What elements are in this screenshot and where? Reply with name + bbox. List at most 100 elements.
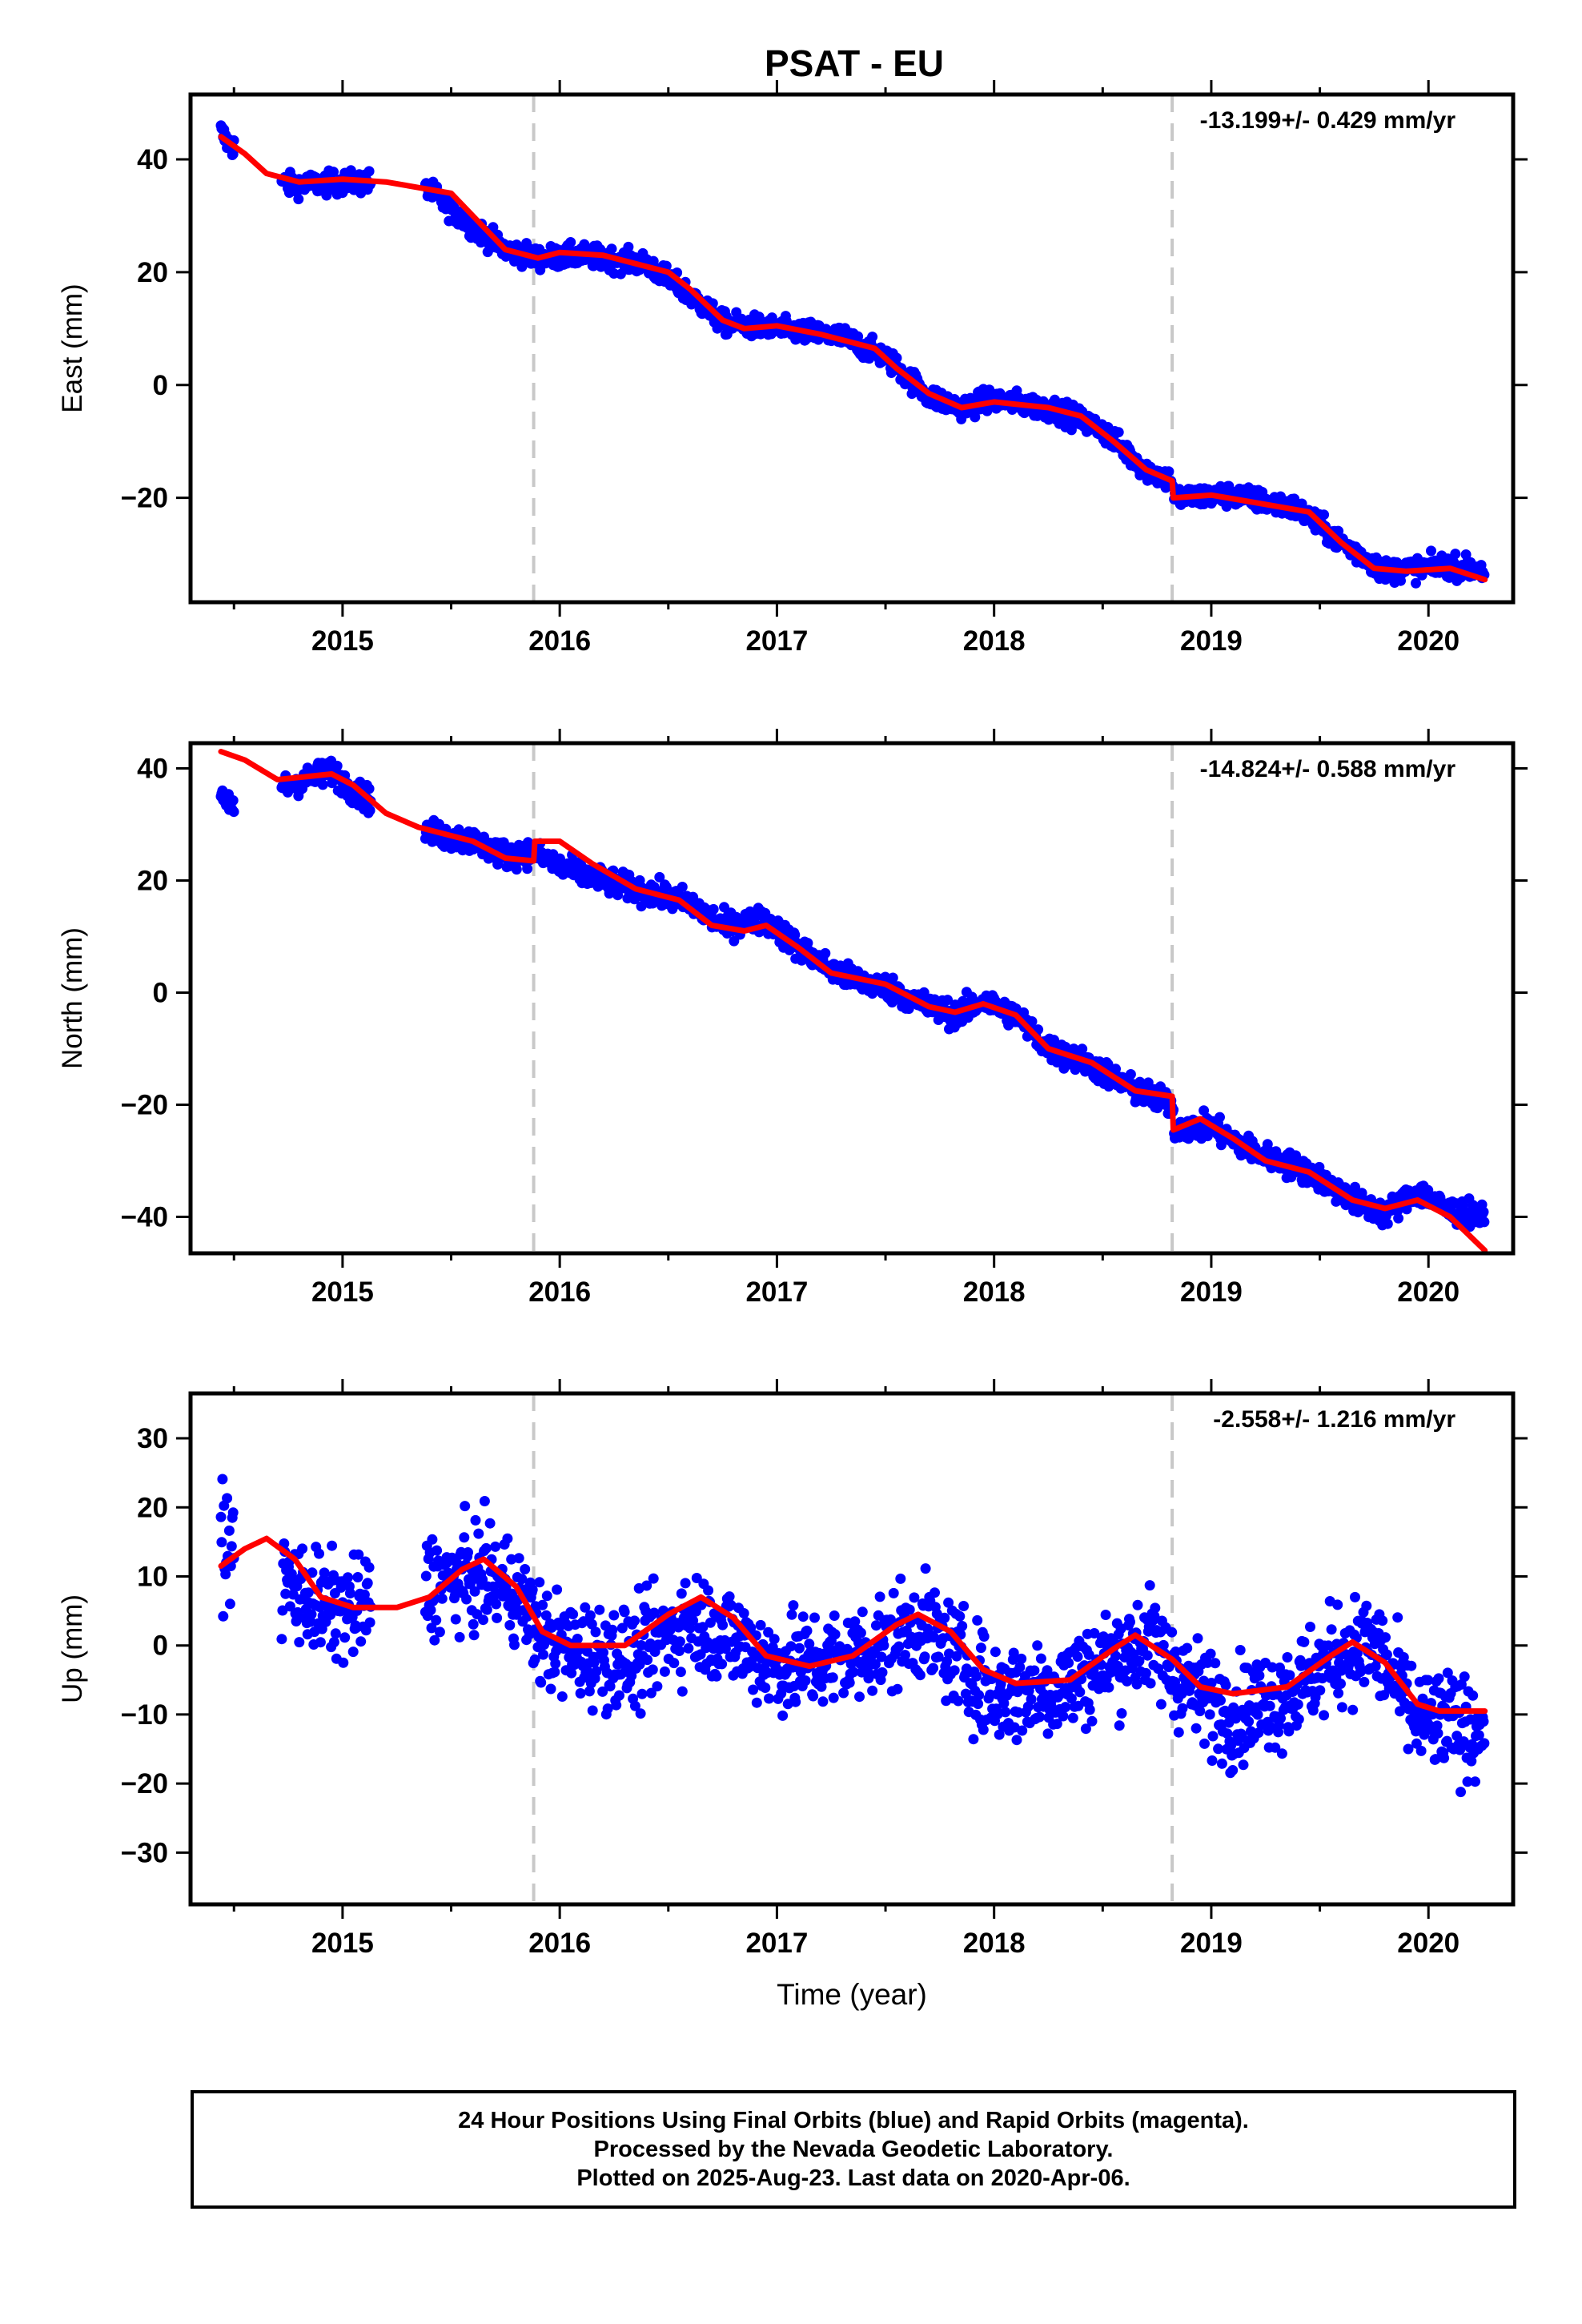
up-data-point xyxy=(1459,1671,1470,1683)
north-data-point xyxy=(867,988,878,999)
up-data-point xyxy=(504,1619,516,1630)
x-tick-label: 2017 xyxy=(745,1928,808,1959)
up-data-point xyxy=(1227,1765,1239,1775)
x-tick-label: 2015 xyxy=(311,625,374,657)
up-data-point xyxy=(892,1683,903,1695)
up-data-point xyxy=(978,1631,990,1642)
up-data-point xyxy=(222,1493,233,1504)
north-ylabel: North (mm) xyxy=(57,927,88,1069)
east-data-point xyxy=(488,222,499,233)
up-data-point xyxy=(675,1667,686,1678)
up-data-point xyxy=(556,1691,568,1702)
x-tick-label: 2018 xyxy=(963,625,1026,657)
x-tick-label: 2020 xyxy=(1397,1928,1460,1959)
up-data-point xyxy=(683,1642,694,1654)
up-data-point xyxy=(1350,1591,1360,1602)
x-tick-label: 2019 xyxy=(1180,625,1243,657)
up-data-point xyxy=(990,1647,1001,1658)
x-tick-label: 2015 xyxy=(311,1928,374,1959)
north-data-point xyxy=(802,938,813,949)
up-data-point xyxy=(647,1664,658,1675)
up-data-point xyxy=(481,1604,492,1615)
up-data-point xyxy=(1207,1731,1219,1742)
up-data-point xyxy=(216,1537,227,1548)
up-data-point xyxy=(1432,1727,1443,1739)
y-tick-label: 40 xyxy=(137,754,168,785)
up-data-point xyxy=(1100,1610,1111,1620)
up-data-point xyxy=(1144,1580,1155,1591)
east-data-point xyxy=(1411,577,1421,589)
east-model-line xyxy=(218,134,1488,583)
up-data-point xyxy=(1060,1702,1071,1713)
east-data-point xyxy=(623,241,634,252)
up-data-point xyxy=(1305,1622,1315,1632)
up-data-point xyxy=(829,1629,841,1640)
up-data-point xyxy=(748,1684,759,1695)
up-data-point xyxy=(1235,1645,1246,1655)
up-data-point xyxy=(355,1636,367,1647)
up-data-point xyxy=(1074,1687,1086,1698)
up-data-point xyxy=(1063,1658,1074,1668)
up-data-point xyxy=(1011,1735,1022,1746)
east-data-point xyxy=(227,148,239,159)
up-data-point xyxy=(502,1533,513,1544)
east-data-point xyxy=(606,243,617,255)
up-data-point xyxy=(1116,1708,1127,1719)
up-data-point xyxy=(909,1592,920,1603)
north-data-point xyxy=(636,901,647,912)
up-data-point xyxy=(1326,1624,1337,1635)
east-data-point xyxy=(321,190,332,201)
up-data-point xyxy=(1359,1676,1370,1687)
up-data-point xyxy=(857,1606,868,1618)
up-data-point xyxy=(1029,1665,1040,1676)
up-data-point xyxy=(436,1593,448,1604)
up-data-point xyxy=(968,1734,979,1745)
x-tick-label: 2015 xyxy=(311,1277,374,1308)
x-tick-label: 2018 xyxy=(963,1277,1026,1308)
up-data-point xyxy=(1315,1685,1326,1696)
up-data-point xyxy=(874,1591,885,1602)
north-data-point xyxy=(331,760,343,771)
y-tick-label: −20 xyxy=(121,1768,168,1799)
y-tick-label: 20 xyxy=(137,257,168,288)
up-data-point xyxy=(460,1501,471,1512)
up-data-point xyxy=(1319,1710,1330,1721)
north-data-point xyxy=(1393,1212,1404,1224)
up-data-point xyxy=(491,1598,502,1610)
up-data-point xyxy=(1292,1699,1303,1710)
up-data-point xyxy=(809,1612,820,1623)
up-data-point xyxy=(327,1540,338,1551)
footer-box: 24 Hour Positions Using Final Orbits (bl… xyxy=(191,2090,1516,2209)
up-data-point xyxy=(669,1658,680,1669)
up-data-point xyxy=(1207,1755,1218,1766)
y-tick-label: −10 xyxy=(121,1699,168,1731)
up-data-point xyxy=(1042,1728,1054,1739)
up-data-point xyxy=(888,1587,899,1598)
y-tick-label: 20 xyxy=(137,866,168,897)
up-data-point xyxy=(755,1619,766,1630)
up-data-point xyxy=(1204,1709,1215,1720)
north-data-point xyxy=(1479,1216,1490,1228)
up-data-point xyxy=(957,1621,968,1631)
up-data-point xyxy=(468,1630,480,1641)
east-data-point xyxy=(867,332,878,343)
up-data-point xyxy=(642,1655,653,1666)
up-data-point xyxy=(877,1667,888,1678)
up-data-point xyxy=(954,1610,966,1622)
north-data-point xyxy=(1125,1069,1136,1080)
up-data-point xyxy=(420,1570,432,1582)
up-data-point xyxy=(1067,1712,1078,1723)
up-data-point xyxy=(297,1543,308,1554)
up-data-point xyxy=(878,1640,889,1651)
north-data-point xyxy=(1026,1016,1038,1027)
up-data-point xyxy=(434,1626,445,1638)
up-data-point xyxy=(608,1610,620,1621)
up-data-point xyxy=(648,1573,659,1584)
up-data-point xyxy=(315,1637,326,1648)
up-data-point xyxy=(717,1659,728,1670)
east-scatter-points xyxy=(215,120,1490,589)
up-data-point xyxy=(794,1642,805,1654)
up-data-point xyxy=(227,1507,239,1518)
